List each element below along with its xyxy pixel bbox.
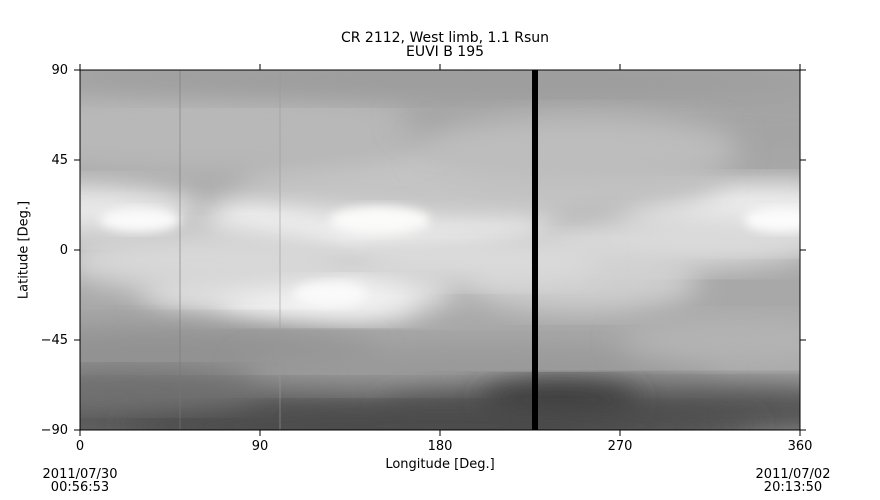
chart-title: CR 2112, West limb, 1.1 Rsun bbox=[340, 30, 550, 46]
y-tick-label: 90 bbox=[51, 63, 68, 78]
heatmap-feature bbox=[80, 370, 260, 410]
y-axis-label: Latitude [Deg.] bbox=[16, 200, 32, 300]
heatmap-bright-feature bbox=[744, 208, 800, 232]
heatmap-bright-feature bbox=[100, 208, 180, 232]
x-tick-label: 180 bbox=[427, 439, 453, 454]
heatmap-feature bbox=[540, 212, 800, 268]
y-tick-label: −45 bbox=[40, 333, 68, 348]
x-tick-label: 0 bbox=[75, 439, 85, 454]
x-tick-label: 360 bbox=[787, 439, 813, 454]
heatmap-feature bbox=[80, 228, 340, 292]
heatmap-bright-feature bbox=[294, 282, 366, 306]
start-time: 00:56:53 bbox=[50, 480, 110, 495]
end-time: 20:13:50 bbox=[763, 480, 823, 495]
x-axis-label: Longitude [Deg.] bbox=[385, 457, 495, 472]
chart-subtitle: EUVI B 195 bbox=[405, 44, 485, 60]
heatmap-bright-feature bbox=[330, 206, 430, 234]
x-tick-label: 270 bbox=[607, 439, 633, 454]
end-date: 2011/07/02 bbox=[755, 467, 831, 482]
heatmap-feature bbox=[80, 86, 440, 174]
heatmap-feature bbox=[360, 236, 600, 284]
heatmap-feature bbox=[620, 316, 800, 364]
y-tick-label: 0 bbox=[59, 243, 68, 258]
heatmap-image bbox=[80, 70, 800, 430]
data-gap-bar bbox=[532, 70, 538, 430]
heatmap-feature bbox=[80, 70, 800, 100]
heatmap-feature bbox=[420, 114, 740, 186]
y-tick-label: −90 bbox=[40, 423, 68, 438]
start-date: 2011/07/30 bbox=[42, 467, 118, 482]
x-tick-label: 90 bbox=[251, 439, 269, 454]
y-tick-label: 45 bbox=[51, 153, 68, 168]
